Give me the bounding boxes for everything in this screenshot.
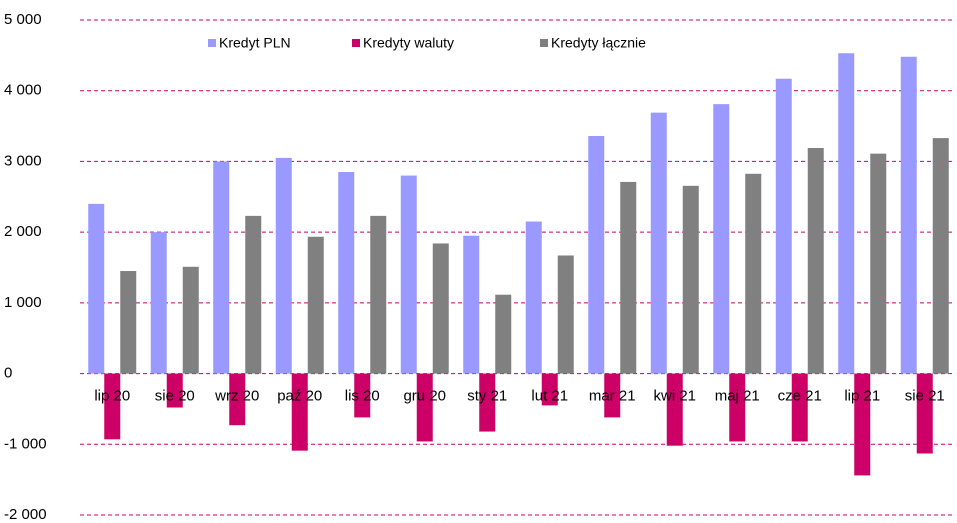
bar (182, 266, 199, 374)
bar (120, 271, 137, 374)
bar (275, 157, 292, 374)
x-tick-label: cze 21 (778, 388, 822, 405)
bar (229, 373, 246, 426)
bar (900, 56, 917, 374)
bar (432, 243, 449, 374)
bar (495, 294, 512, 374)
bar (745, 173, 762, 374)
bar (88, 203, 105, 374)
bar (682, 185, 699, 374)
x-tick-label: mar 21 (589, 388, 636, 405)
bar (354, 373, 371, 418)
bar (854, 373, 871, 476)
bar (932, 138, 949, 374)
bar (338, 172, 355, 374)
bar (604, 373, 621, 418)
bar (650, 112, 667, 374)
bar (713, 104, 730, 374)
bar (166, 373, 183, 408)
x-tick-label: sty 21 (467, 388, 507, 405)
bar (245, 215, 262, 374)
x-tick-label: lip 21 (844, 388, 880, 405)
bar (870, 153, 887, 374)
bar (370, 215, 387, 374)
bar (400, 175, 417, 374)
x-tick-label: kwi 21 (653, 388, 696, 405)
x-tick-label: paź 20 (277, 388, 322, 405)
y-tick-label: 1 000 (4, 294, 42, 311)
x-tick-label: lis 20 (345, 388, 380, 405)
y-tick-label: 5 000 (4, 11, 42, 28)
legend-swatch (352, 39, 360, 47)
bar (307, 236, 324, 374)
bar (620, 181, 637, 374)
bar (104, 373, 121, 440)
bar (541, 373, 558, 406)
y-tick-label: 3 000 (4, 152, 42, 169)
x-tick-label: wrz 20 (214, 388, 259, 405)
y-tick-label: 0 (4, 365, 12, 382)
legend-swatch (208, 39, 216, 47)
x-tick-label: maj 21 (715, 388, 760, 405)
bar (479, 373, 496, 432)
x-tick-label: lip 20 (94, 388, 130, 405)
bar (666, 373, 683, 446)
bar (807, 147, 824, 374)
x-tick-label: gru 20 (403, 388, 446, 405)
y-tick-label: 4 000 (4, 82, 42, 99)
legend-label: Kredyt PLN (219, 35, 291, 51)
bar (916, 373, 933, 454)
bar (150, 232, 167, 374)
bar (791, 373, 808, 442)
x-tick-label: lut 21 (531, 388, 568, 405)
bar (557, 255, 574, 374)
bar (291, 373, 308, 451)
y-tick-label: 2 000 (4, 223, 42, 240)
y-tick-label: -2 000 (4, 506, 47, 523)
bar (775, 78, 792, 374)
bar (729, 373, 746, 442)
bar (463, 235, 480, 374)
x-tick-label: sie 20 (155, 388, 195, 405)
bar (213, 161, 230, 374)
bar (525, 221, 542, 374)
bar (838, 53, 855, 374)
y-tick-label: -1 000 (4, 435, 47, 452)
x-tick-label: sie 21 (905, 388, 945, 405)
bar (416, 373, 433, 442)
legend-label: Kredyty waluty (363, 35, 454, 51)
bar (588, 135, 605, 374)
legend-swatch (540, 39, 548, 47)
legend-label: Kredyty łącznie (551, 35, 646, 51)
